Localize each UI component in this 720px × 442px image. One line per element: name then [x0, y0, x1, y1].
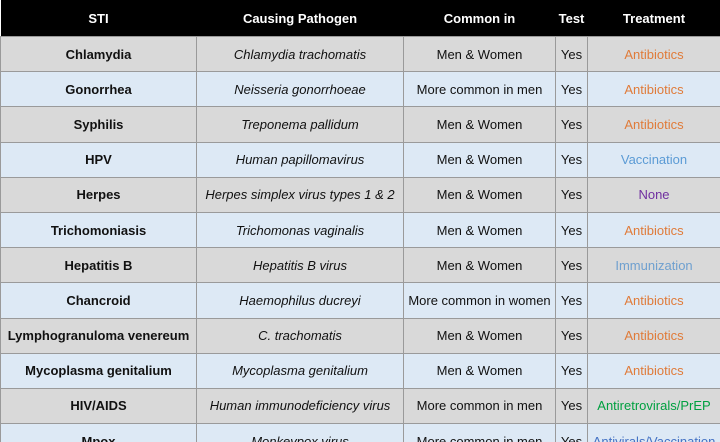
- table-cell: Hepatitis B: [0, 247, 197, 284]
- table-row: Herpes Herpes simplex virus types 1 & 2 Me…: [0, 176, 720, 213]
- table-cell: Yes: [555, 106, 588, 143]
- table-cell: Yes: [555, 352, 588, 389]
- table-row: Chlamydia Chlamydia trachomatis Men & Wome…: [0, 35, 720, 73]
- table-cell: Men & Women: [403, 106, 556, 143]
- table-cell: Mycoplasma genitalium: [0, 352, 197, 389]
- table-cell: Yes: [555, 387, 588, 425]
- table-cell: More common in men: [403, 387, 556, 425]
- table-cell: Men & Women: [403, 35, 556, 73]
- table-cell: Yes: [555, 141, 588, 178]
- table-cell: Men & Women: [403, 317, 556, 354]
- table-cell: Gonorrhea: [0, 71, 197, 108]
- table-cell: HIV/AIDS: [0, 387, 197, 425]
- table-cell: None: [587, 176, 720, 213]
- table-cell: Yes: [555, 35, 588, 73]
- table-cell: Men & Women: [403, 211, 556, 249]
- table-row: HPV Human papillomavirus Men & Women Yes Vac…: [0, 141, 720, 178]
- column-header: Common in: [403, 0, 556, 37]
- table-cell: Yes: [555, 247, 588, 284]
- table-cell: Neisseria gonorrhoeae: [196, 71, 404, 108]
- table-cell: Human papillomavirus: [196, 141, 404, 178]
- table-row: Gonorrhea Neisseria gonorrhoeae More commo…: [0, 71, 720, 108]
- table-cell: Yes: [555, 211, 588, 249]
- table-row: Syphilis Treponema pallidum Men & Women Yes…: [0, 106, 720, 143]
- table-cell: HPV: [0, 141, 197, 178]
- column-header: Causing Pathogen: [196, 0, 404, 37]
- table-row: Lymphogranuloma venereum C. trachomatis Me…: [0, 317, 720, 354]
- table-cell: Men & Women: [403, 176, 556, 213]
- table-cell: Monkeypox virus: [196, 423, 404, 442]
- table-cell: Herpes: [0, 176, 197, 213]
- table-cell: Antivirals/Vaccination: [587, 423, 720, 442]
- column-header: STI: [0, 0, 197, 37]
- table-row: Trichomoniasis Trichomonas vaginalis Men &…: [0, 211, 720, 249]
- table-cell: More common in women: [403, 282, 556, 319]
- table-cell: Antibiotics: [587, 106, 720, 143]
- table-cell: Chlamydia trachomatis: [196, 35, 404, 73]
- table-row: Chancroid Haemophilus ducreyi More common …: [0, 282, 720, 319]
- table-cell: Antibiotics: [587, 317, 720, 354]
- table-cell: Lymphogranuloma venereum: [0, 317, 197, 354]
- table-cell: Trichomoniasis: [0, 211, 197, 249]
- table-cell: Antibiotics: [587, 282, 720, 319]
- table-cell: Yes: [555, 71, 588, 108]
- table-cell: Men & Women: [403, 247, 556, 284]
- table-cell: Yes: [555, 282, 588, 319]
- table-body: Chlamydia Chlamydia trachomatis Men & Wome…: [0, 35, 720, 442]
- table-cell: Haemophilus ducreyi: [196, 282, 404, 319]
- table-cell: Yes: [555, 423, 588, 442]
- table-cell: Antibiotics: [587, 71, 720, 108]
- table-cell: Antibiotics: [587, 35, 720, 73]
- table-cell: C. trachomatis: [196, 317, 404, 354]
- table-cell: Human immunodeficiency virus: [196, 387, 404, 425]
- table-cell: Mpox: [0, 423, 197, 442]
- table-cell: Men & Women: [403, 141, 556, 178]
- table-cell: Treponema pallidum: [196, 106, 404, 143]
- header-row: STI Causing Pathogen Common in Test Treatmen…: [0, 0, 720, 37]
- table-cell: Hepatitis B virus: [196, 247, 404, 284]
- table-cell: Antibiotics: [587, 211, 720, 249]
- table-cell: Chlamydia: [0, 35, 197, 73]
- table-cell: Yes: [555, 317, 588, 354]
- table-row: Mycoplasma genitalium Mycoplasma genitali…: [0, 352, 720, 389]
- table-row: HIV/AIDS Human immunodeficiency virus More…: [0, 387, 720, 425]
- table-cell: More common in men: [403, 71, 556, 108]
- table-cell: Men & Women: [403, 352, 556, 389]
- table-cell: Immunization: [587, 247, 720, 284]
- table-cell: Yes: [555, 176, 588, 213]
- table-row: Mpox Monkeypox virus More common in men Yes…: [0, 423, 720, 442]
- table-cell: Trichomonas vaginalis: [196, 211, 404, 249]
- table-cell: Antibiotics: [587, 352, 720, 389]
- table-cell: More common in men: [403, 423, 556, 442]
- table-cell: Chancroid: [0, 282, 197, 319]
- table-cell: Syphilis: [0, 106, 197, 143]
- column-header: Treatment: [587, 0, 720, 37]
- table-cell: Vaccination: [587, 141, 720, 178]
- table-row: Hepatitis B Hepatitis B virus Men & Women Y…: [0, 247, 720, 284]
- table-cell: Mycoplasma genitalium: [196, 352, 404, 389]
- table-cell: Herpes simplex virus types 1 & 2: [196, 176, 404, 213]
- column-header: Test: [555, 0, 588, 37]
- table-cell: Antiretrovirals/PrEP: [587, 387, 720, 425]
